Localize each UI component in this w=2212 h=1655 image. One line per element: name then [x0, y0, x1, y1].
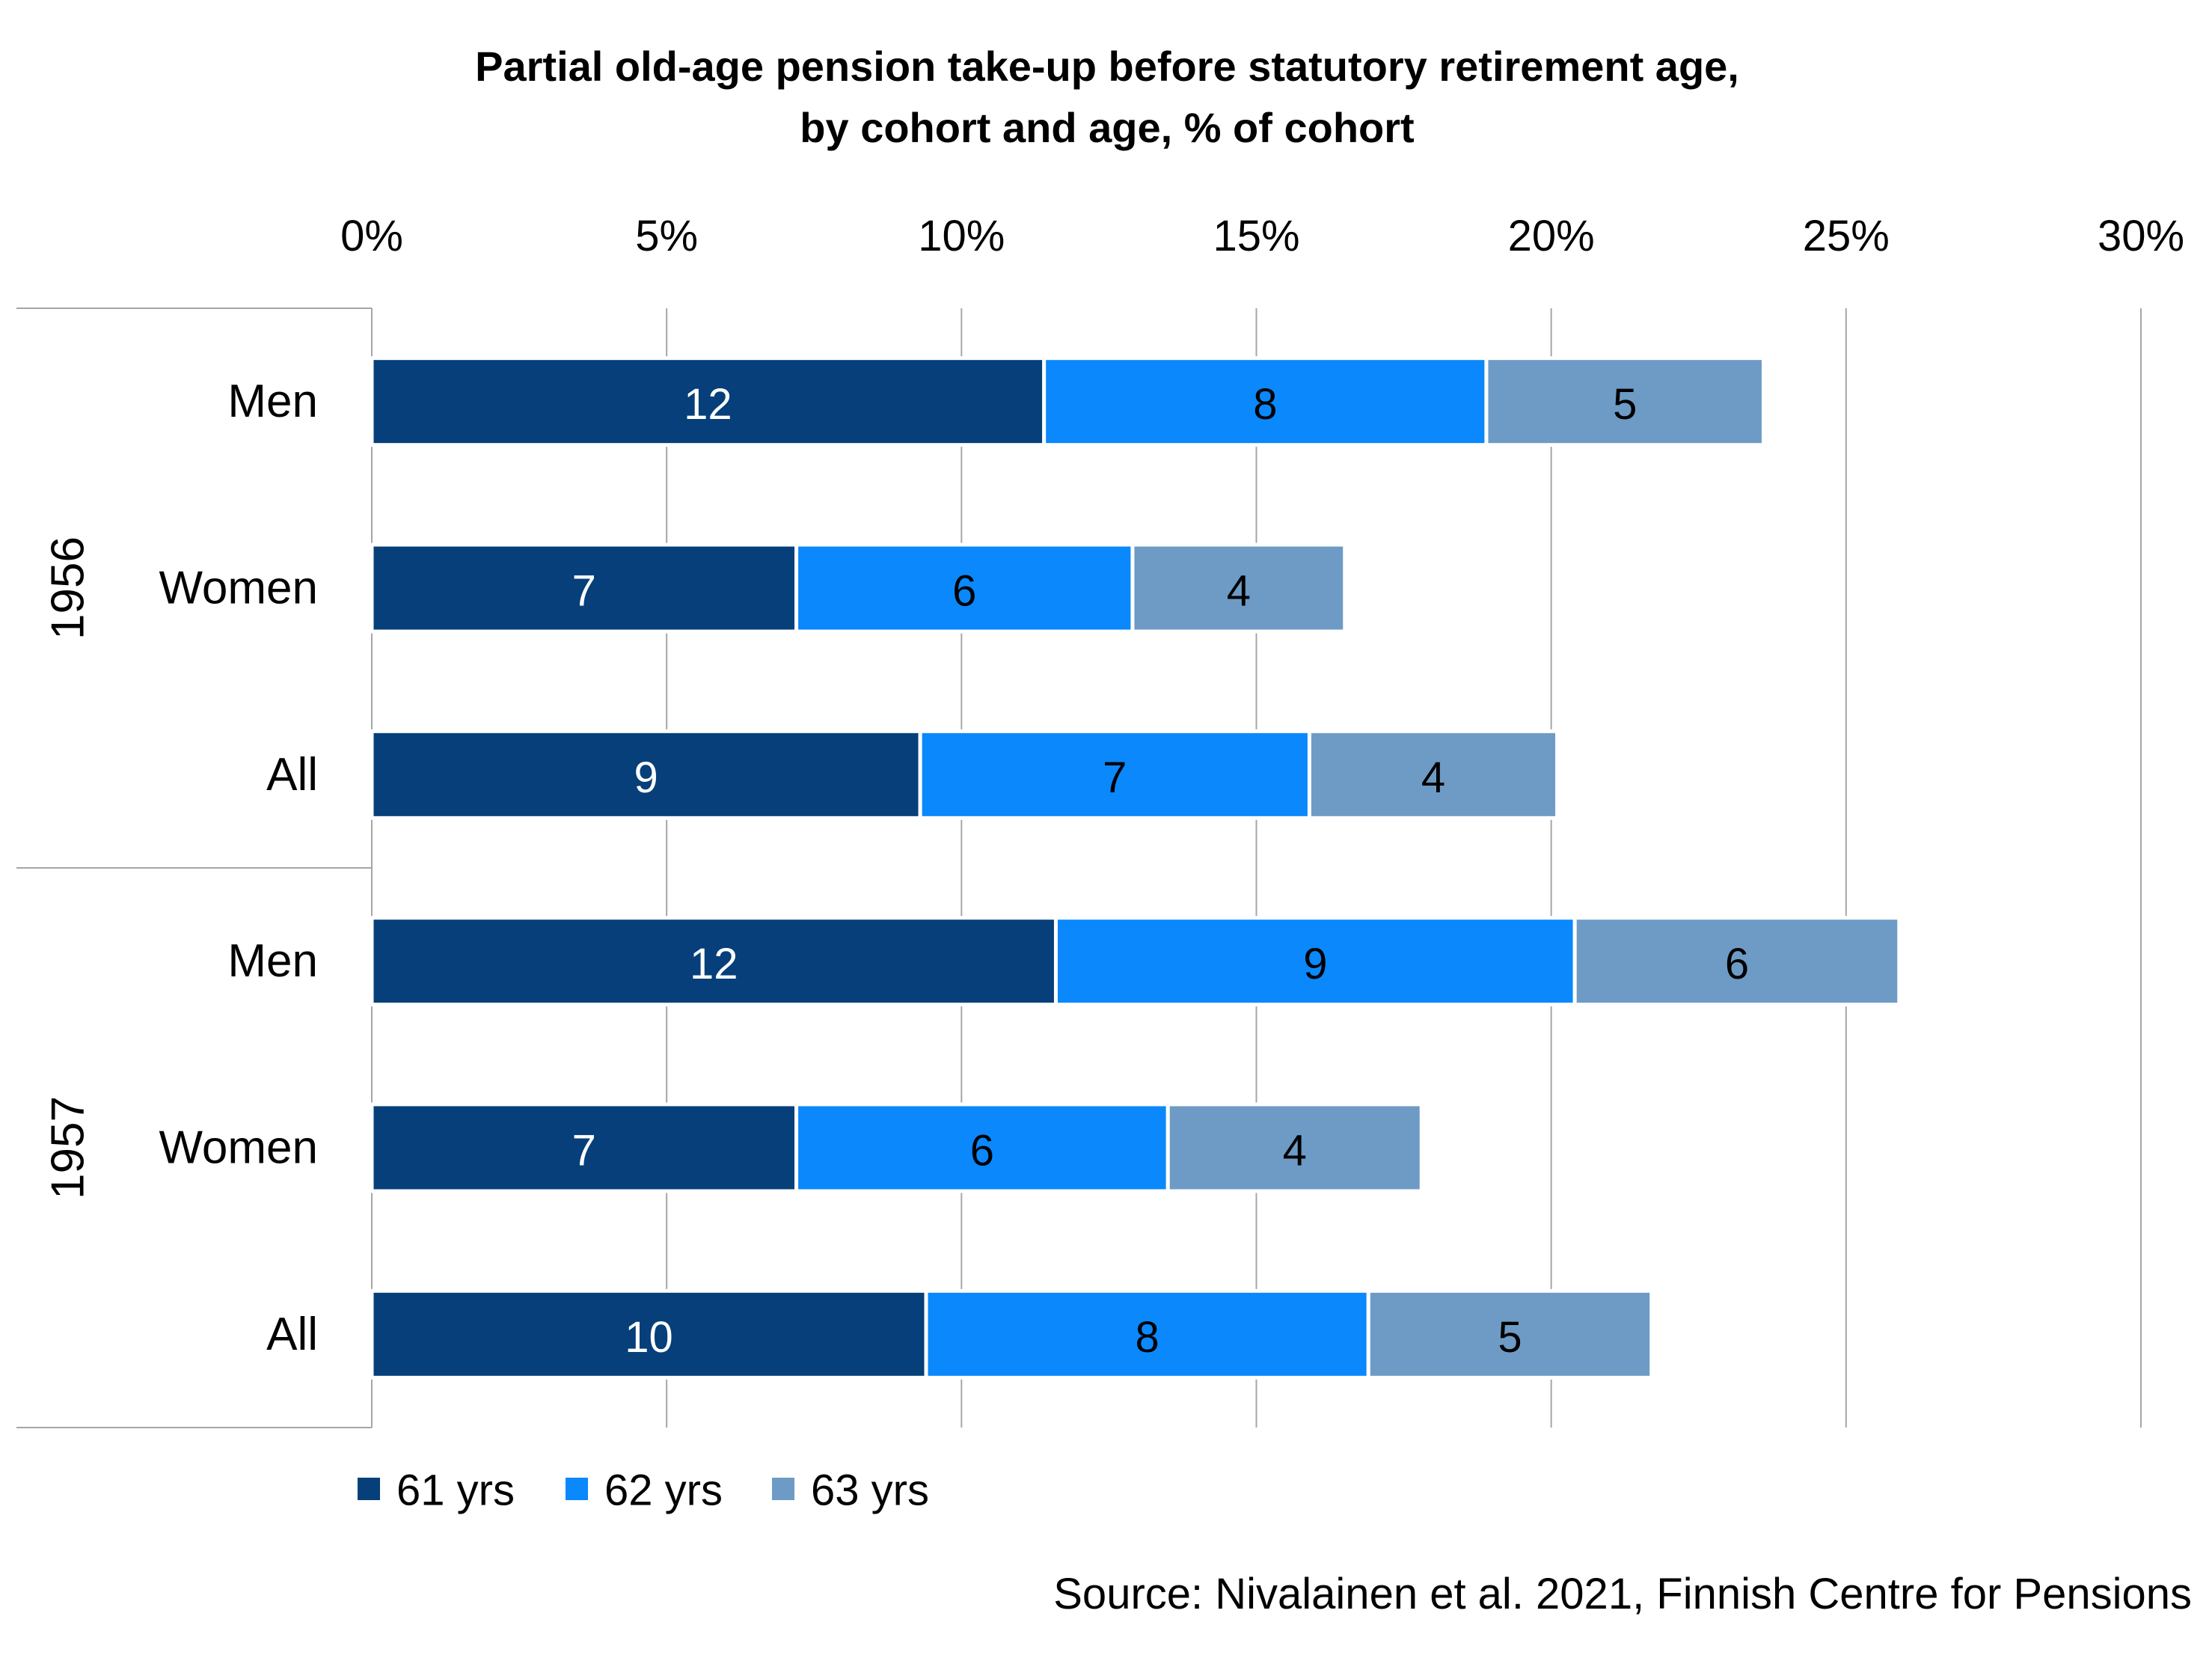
- x-tick-label: 5%: [635, 212, 698, 260]
- data-labels: 12 8 5 7 6 4 9 7 4 12 9 6 7 6 4 10 8 5: [572, 380, 1749, 1362]
- x-tick-label: 25%: [1803, 212, 1890, 260]
- group-label-1956: 1956: [42, 536, 94, 640]
- legend: 61 yrs 62 yrs 63 yrs: [358, 1466, 929, 1515]
- category-label: All: [266, 1309, 318, 1360]
- data-label: 6: [1725, 940, 1749, 988]
- category-label: Women: [159, 563, 319, 614]
- bar-segment-63-yrs: [1165, 1102, 1424, 1193]
- legend-label: 61 yrs: [396, 1466, 515, 1515]
- bar-segment-61-yrs: [370, 1102, 799, 1193]
- x-tick-label: 15%: [1213, 212, 1299, 260]
- data-label: 12: [684, 380, 732, 429]
- legend-swatch: [772, 1478, 794, 1500]
- source-note: Source: Nivalainen et al. 2021, Finnish …: [1053, 1570, 2192, 1618]
- category-label: Women: [159, 1122, 319, 1174]
- bar-segment-62-yrs: [794, 542, 1135, 634]
- bar-segment-62-yrs: [918, 729, 1311, 820]
- bar-segment-61-yrs: [370, 356, 1047, 447]
- x-axis-tick-labels: 0% 5% 10% 15% 20% 25% 30%: [340, 212, 2184, 260]
- bar-segment-63-yrs: [1572, 916, 1902, 1007]
- data-label: 6: [970, 1127, 994, 1175]
- bar-segment-62-yrs: [1053, 916, 1577, 1007]
- category-axis-frame: [16, 308, 373, 1428]
- category-labels: Men Women All Men Women All: [159, 376, 319, 1360]
- chart-title: Partial old-age pension take-up before s…: [475, 43, 1739, 151]
- legend-swatch: [358, 1478, 380, 1500]
- data-label: 4: [1421, 753, 1445, 802]
- category-label: Men: [227, 935, 318, 987]
- bar-segment-62-yrs: [1042, 356, 1489, 447]
- data-label: 5: [1498, 1313, 1522, 1362]
- bar-segment-63-yrs: [1130, 542, 1347, 634]
- data-label: 9: [1303, 940, 1327, 988]
- legend-swatch: [566, 1478, 588, 1500]
- legend-label: 62 yrs: [604, 1466, 723, 1515]
- x-tick-label: 30%: [2098, 212, 2184, 260]
- bar-segment-61-yrs: [370, 729, 922, 820]
- bar-segment-62-yrs: [924, 1288, 1370, 1380]
- chart-title-line-2: by cohort and age, % of cohort: [800, 104, 1414, 151]
- data-label: 4: [1283, 1127, 1307, 1175]
- data-label: 10: [625, 1313, 673, 1362]
- data-label: 5: [1613, 380, 1637, 429]
- category-label: All: [266, 749, 318, 801]
- data-label: 7: [572, 567, 596, 616]
- bar-segment-61-yrs: [370, 916, 1058, 1007]
- bar-segment-63-yrs: [1307, 729, 1560, 820]
- data-label: 8: [1253, 380, 1277, 429]
- bar-segment-63-yrs: [1484, 356, 1765, 447]
- data-label: 7: [572, 1127, 596, 1175]
- group-label-1957: 1957: [42, 1096, 94, 1199]
- category-label: Men: [227, 376, 318, 427]
- data-label: 8: [1136, 1313, 1159, 1362]
- bar-segment-62-yrs: [794, 1102, 1170, 1193]
- data-label: 12: [690, 940, 738, 988]
- legend-label: 63 yrs: [811, 1466, 929, 1515]
- group-labels: 1956 1957: [42, 536, 94, 1199]
- gridlines: [666, 308, 2142, 1428]
- data-label: 4: [1227, 567, 1251, 616]
- bar-segment-63-yrs: [1366, 1288, 1654, 1380]
- x-tick-label: 10%: [918, 212, 1005, 260]
- x-tick-label: 0%: [340, 212, 403, 260]
- bars: [370, 356, 1902, 1380]
- x-tick-label: 20%: [1508, 212, 1595, 260]
- bar-segment-61-yrs: [370, 1288, 928, 1380]
- data-label: 6: [952, 567, 976, 616]
- chart-title-line-1: Partial old-age pension take-up before s…: [475, 43, 1739, 90]
- data-label: 7: [1103, 753, 1127, 802]
- data-label: 9: [634, 753, 658, 802]
